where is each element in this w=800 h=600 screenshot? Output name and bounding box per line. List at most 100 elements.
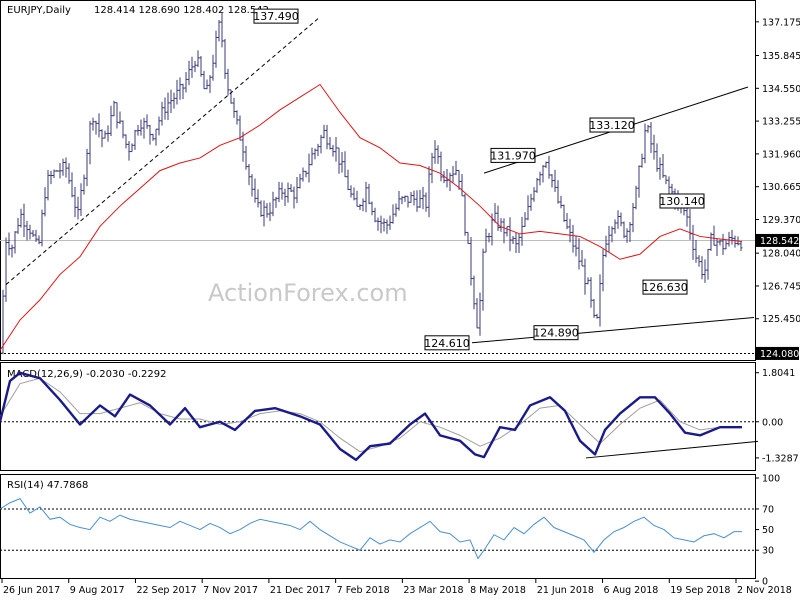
price-candle [166,92,170,120]
price-candle [115,102,119,129]
price-candle [319,134,323,154]
price-candle [220,11,224,48]
price-candle [76,196,80,220]
price-candle [331,144,335,157]
price-candle [718,239,722,246]
price-candle [688,209,692,240]
price-candle [526,195,530,221]
label-box [589,117,635,133]
price-candle [469,236,473,286]
price-candle [289,184,293,192]
price-series-layer: 137.490 131.970 133.120 130.140 126.630 124.6… [0,8,755,355]
price-candle [439,151,443,182]
price-candle [646,124,650,133]
date-axis-label: 21 Jun 2018 [537,585,594,596]
price-candle [628,222,632,243]
price-candle [328,136,332,150]
price-candle [649,122,653,154]
price-candle [478,292,482,336]
rsi-axis-tick: 50 [762,525,774,536]
price-candle [139,119,143,136]
price-candle [127,140,131,161]
price-candle [283,188,287,207]
price-axis-tick: 133.255 [762,117,800,128]
price-candle [484,228,488,253]
price-candle [169,89,173,113]
price-candle [400,196,404,205]
price-candle [133,129,137,150]
price-candle [217,20,221,42]
price-candle [271,191,275,217]
price-candle [610,226,614,243]
price-candle [574,235,578,257]
price-candle [247,163,251,186]
price-candle [583,258,587,295]
date-axis-label: 19 Sep 2018 [670,585,730,596]
price-candle [637,165,641,198]
rsi-axis-tick: 0 [762,577,768,588]
price-candle [364,181,368,213]
price-candle [481,248,485,311]
price-candle [31,229,35,237]
price-candle [487,232,491,243]
price-candle [262,200,266,227]
price-candle [79,183,83,216]
price-candle [595,313,599,319]
price-candle [112,100,116,117]
price-candle [256,189,260,208]
price-candle [358,204,362,211]
price-candle [265,203,269,218]
price-candle [334,137,338,162]
price-candle [103,130,107,139]
rsi-series-layer [0,498,755,560]
label-text: 126.630 [642,281,688,294]
date-axis-label: 22 Sep 2017 [136,585,196,596]
price-candle [721,233,725,255]
date-axis-label: 23 Mar 2018 [403,585,463,596]
price-candle [277,181,281,203]
price-candle [145,114,149,129]
price-candle [118,111,122,125]
price-candle [697,255,701,267]
price-candle [694,239,698,263]
price-candle [598,274,602,327]
price-candle [622,221,626,239]
price-candle [22,203,26,238]
price-candle [238,115,242,141]
price-candle [379,215,383,234]
price-candle [226,68,230,96]
price-candle [703,259,707,283]
price-candle [382,218,386,232]
price-candle [196,50,200,67]
price-candle [613,219,617,234]
price-candle [178,77,182,100]
price-trendline [471,316,755,344]
price-candle [304,170,308,178]
price-candle [451,165,455,183]
rsi-axis-tick: 70 [762,504,774,515]
date-axis-label: 7 Nov 2017 [203,585,258,596]
rsi-panel-frame [0,474,756,579]
price-candle [130,143,134,153]
price-candle [292,186,296,209]
price-candle [496,205,500,231]
price-candle [253,178,257,203]
price-candle [565,213,569,230]
rsi-axis-tick: 100 [762,474,780,485]
price-candle [337,147,341,174]
label-box [253,8,299,24]
price-candle [394,203,398,217]
rsi-line [0,498,742,560]
label-text: 131.970 [490,149,536,162]
price-candle [406,195,410,208]
price-candle [61,158,65,176]
price-candle [472,275,476,310]
price-candle [37,235,41,245]
price-candle [634,185,638,210]
price-candle [553,169,557,192]
price-candle [373,207,377,223]
price-candle [187,60,191,86]
price-candle [541,165,545,183]
price-candle [208,75,212,93]
macd-header: MACD(12,26,9) -0.2030 -0.2292 [7,369,167,380]
